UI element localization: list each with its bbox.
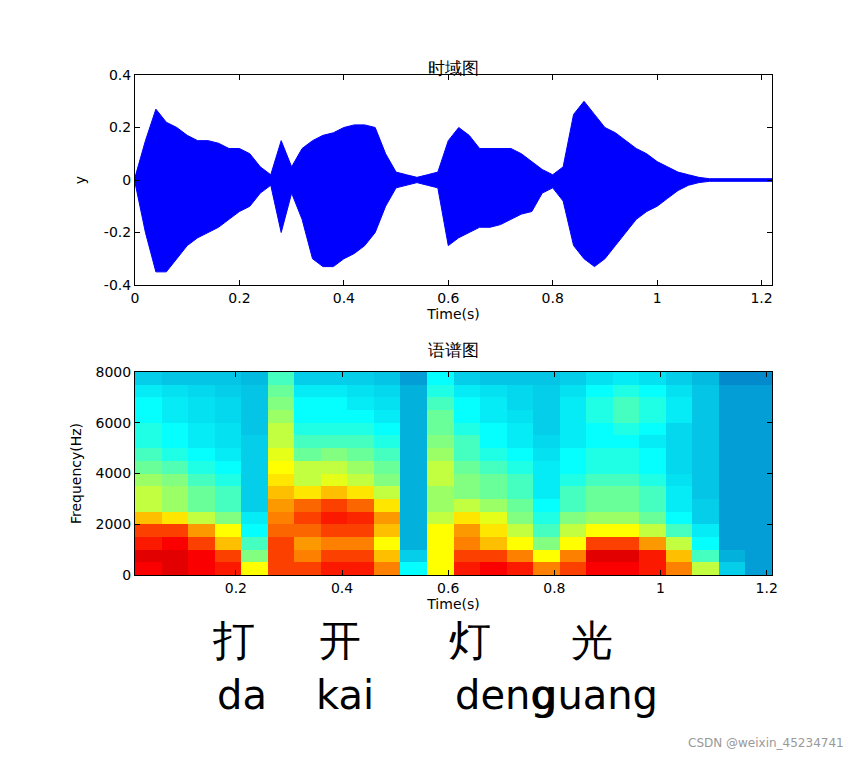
svg-text:8000: 8000 bbox=[96, 364, 132, 380]
svg-text:0.2: 0.2 bbox=[225, 580, 247, 596]
svg-text:开: 开 bbox=[319, 616, 361, 665]
svg-text:Time(s): Time(s) bbox=[426, 306, 479, 322]
svg-text:打: 打 bbox=[212, 616, 255, 665]
svg-text:0: 0 bbox=[122, 567, 131, 583]
svg-text:deng: deng bbox=[455, 672, 556, 718]
svg-text:y: y bbox=[72, 176, 88, 184]
svg-text:Time(s): Time(s) bbox=[426, 596, 479, 612]
svg-text:0.4: 0.4 bbox=[333, 290, 355, 306]
svg-text:-0.2: -0.2 bbox=[104, 224, 131, 240]
svg-text:Frequency(Hz): Frequency(Hz) bbox=[68, 423, 84, 524]
svg-text:CSDN @weixin_45234741: CSDN @weixin_45234741 bbox=[688, 736, 844, 750]
svg-text:0.8: 0.8 bbox=[542, 290, 564, 306]
svg-text:1.2: 1.2 bbox=[750, 290, 772, 306]
svg-text:0.6: 0.6 bbox=[437, 580, 459, 596]
svg-text:kai: kai bbox=[316, 672, 374, 718]
svg-text:0: 0 bbox=[131, 290, 140, 306]
svg-text:光: 光 bbox=[571, 616, 613, 665]
svg-text:4000: 4000 bbox=[96, 465, 132, 481]
svg-text:2000: 2000 bbox=[96, 516, 132, 532]
svg-text:-0.4: -0.4 bbox=[104, 277, 131, 293]
svg-text:灯: 灯 bbox=[449, 616, 491, 665]
svg-text:0.6: 0.6 bbox=[437, 290, 459, 306]
svg-text:1.2: 1.2 bbox=[756, 580, 778, 596]
svg-text:0.4: 0.4 bbox=[109, 67, 131, 83]
svg-text:0.4: 0.4 bbox=[331, 580, 353, 596]
svg-text:时域图: 时域图 bbox=[428, 58, 479, 78]
svg-text:0.8: 0.8 bbox=[543, 580, 565, 596]
svg-text:0: 0 bbox=[122, 172, 131, 188]
svg-text:语谱图: 语谱图 bbox=[428, 340, 479, 360]
svg-text:da: da bbox=[217, 672, 267, 718]
svg-text:0.2: 0.2 bbox=[228, 290, 250, 306]
svg-text:1: 1 bbox=[653, 290, 662, 306]
svg-text:0.2: 0.2 bbox=[109, 119, 131, 135]
svg-text:guang: guang bbox=[532, 672, 658, 718]
svg-text:6000: 6000 bbox=[96, 415, 132, 431]
svg-text:1: 1 bbox=[656, 580, 665, 596]
